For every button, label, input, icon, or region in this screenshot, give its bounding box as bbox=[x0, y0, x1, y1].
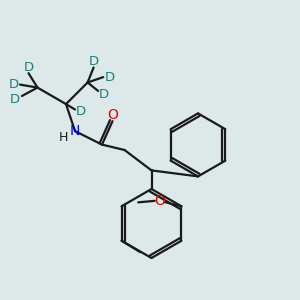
Text: O: O bbox=[107, 108, 118, 122]
Text: D: D bbox=[105, 70, 115, 84]
Text: D: D bbox=[89, 55, 99, 68]
Text: O: O bbox=[154, 194, 165, 208]
Text: D: D bbox=[76, 105, 86, 119]
Text: D: D bbox=[98, 88, 109, 101]
Text: D: D bbox=[8, 78, 19, 91]
Text: D: D bbox=[23, 61, 34, 74]
Text: D: D bbox=[10, 92, 20, 106]
Text: H: H bbox=[59, 131, 68, 144]
Text: N: N bbox=[70, 124, 80, 138]
